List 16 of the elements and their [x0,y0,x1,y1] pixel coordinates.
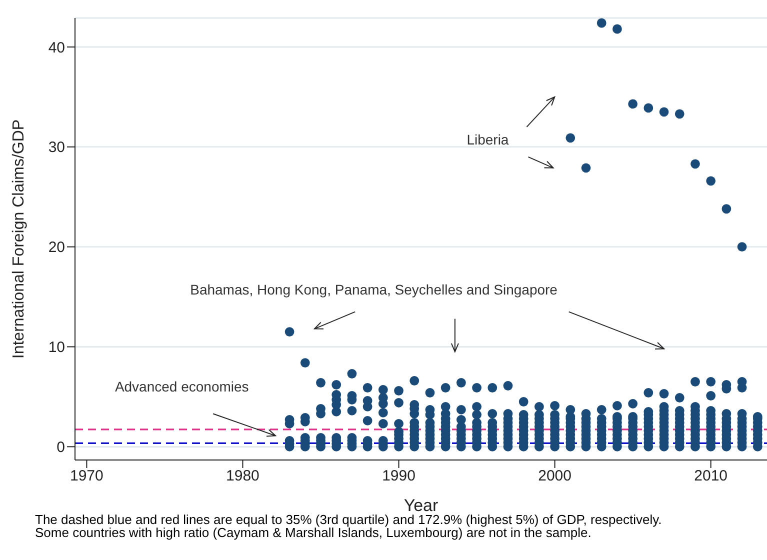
x-tick-label: 1980 [226,468,260,485]
text: The dashed blue and red lines are equal to 35% (3rd quartile) and 172.9% (highest 5%) of GDP, respectively. [35,512,663,527]
y-tick-label: 20 [48,239,65,256]
x-tick-label: 2000 [538,468,572,485]
y-tick-label: 0 [56,439,65,456]
annotation: Bahamas, Hong Kong, Panama, Seychelles and Singapore [190,282,558,298]
y-tick-label: 10 [48,339,65,356]
x-tick-label: 1990 [382,468,416,485]
y-axis-title: International Foreign Claims/GDP [10,119,28,359]
x-tick-label: 2010 [694,468,728,485]
annotation: Liberia [466,132,509,148]
annotation: Advanced economies [114,378,249,394]
y-tick-label: 40 [48,39,65,56]
x-axis-title: Year [404,496,439,515]
x-tick-label: 1970 [70,468,104,485]
y-tick-label: 30 [48,139,65,156]
